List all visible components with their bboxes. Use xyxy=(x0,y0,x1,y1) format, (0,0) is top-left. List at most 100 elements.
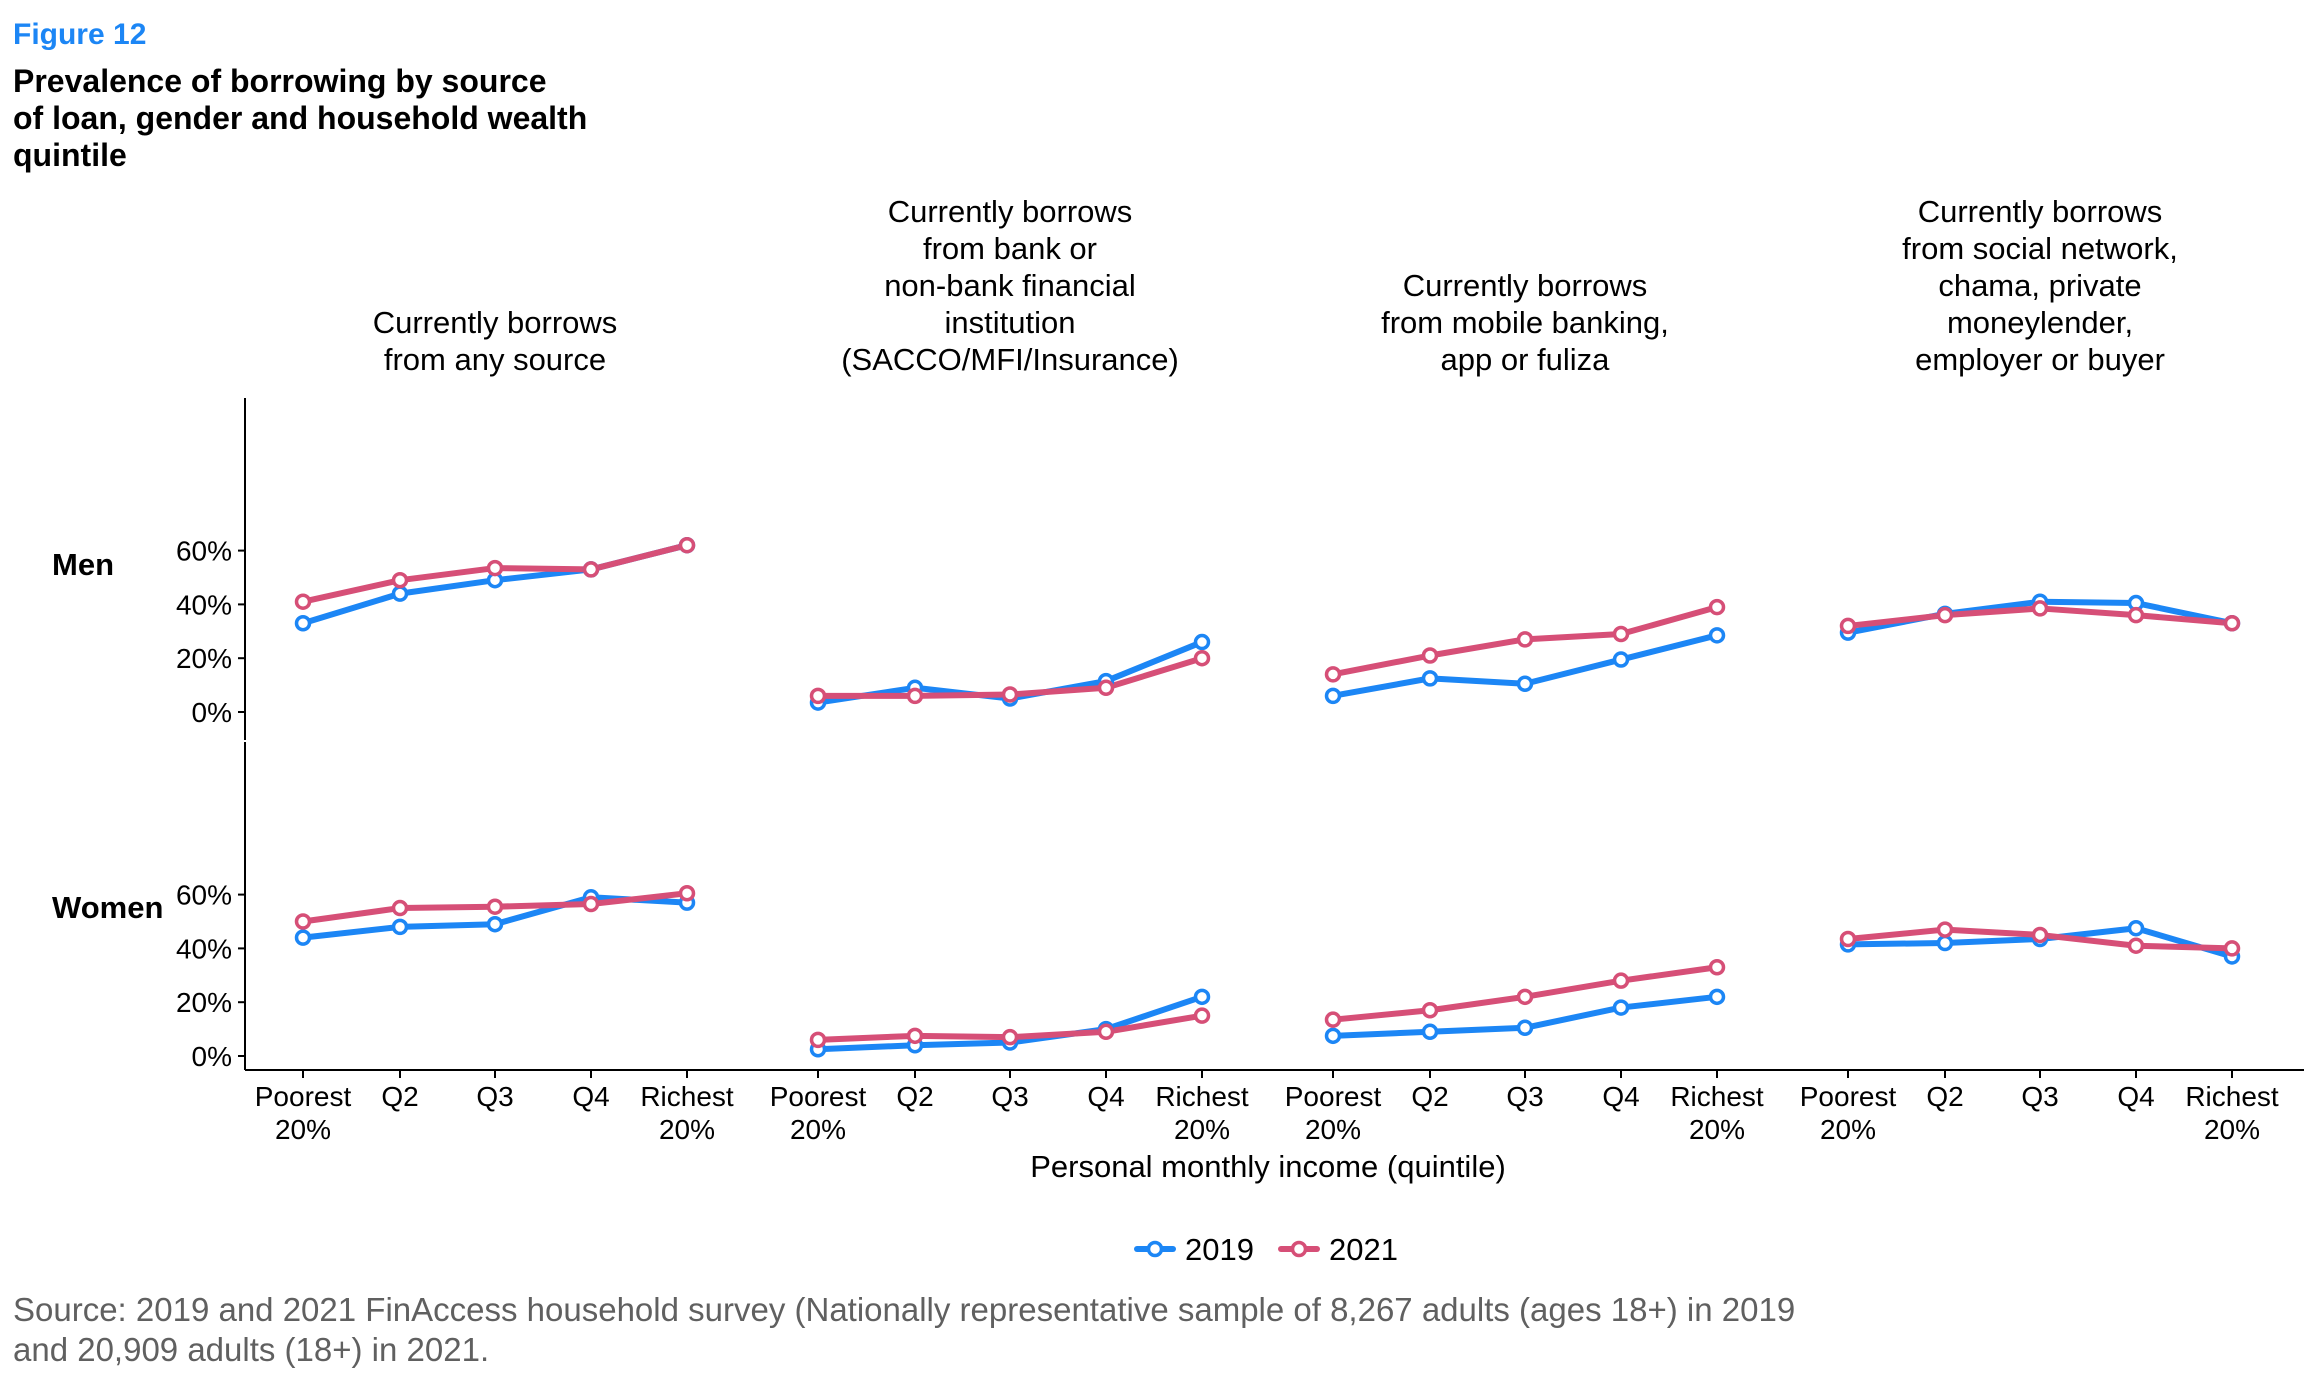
x-tick-label-2-4-1: Q4 xyxy=(1087,1081,1124,1112)
point-2021-women-panel-3-1 xyxy=(1324,1011,1342,1028)
point-2021-women-panel-3-4 xyxy=(1612,972,1630,989)
facet-title-3-line-1: Currently borrows xyxy=(1403,268,1648,303)
point-2021-women-panel-2-1 xyxy=(809,1031,827,1049)
point-2021-men-panel-4-5 xyxy=(2223,614,2241,632)
point-2019-women-panel-3-2 xyxy=(1421,1023,1439,1041)
y-tick-label-women-0: 0% xyxy=(192,1041,232,1072)
x-tick-label-3-4-1: Q4 xyxy=(1602,1081,1639,1112)
facet-title-3-line-3: app or fuliza xyxy=(1441,342,1611,377)
point-2021-men-panel-4-3 xyxy=(2031,600,2049,617)
point-2021-women-panel-4-5 xyxy=(2223,940,2241,957)
point-2021-men-panel-3-2 xyxy=(1421,647,1439,664)
point-2021-women-panel-1-5 xyxy=(678,885,696,902)
x-tick-label-2-1-1: Poorest xyxy=(770,1081,867,1112)
point-2021-men-panel-1-1 xyxy=(294,593,312,610)
point-2021-men-panel-2-3 xyxy=(1001,686,1019,703)
y-tick-label-women-40: 40% xyxy=(176,933,232,964)
facet-title-2-line-5: (SACCO/MFI/Insurance) xyxy=(841,342,1179,377)
x-tick-label-2-2-1: Q2 xyxy=(896,1081,933,1112)
point-2021-women-panel-2-2 xyxy=(906,1027,924,1045)
x-tick-label-4-5-2: 20% xyxy=(2204,1114,2260,1145)
facet-title-4-line-4: moneylender, xyxy=(1947,305,2133,340)
point-2019-men-panel-2-5 xyxy=(1193,633,1211,651)
x-tick-label-1-3-1: Q3 xyxy=(476,1081,513,1112)
x-tick-label-1-5-1: Richest xyxy=(640,1081,734,1112)
x-tick-label-2-5-2: 20% xyxy=(1174,1114,1230,1145)
point-2021-women-panel-2-3 xyxy=(1001,1028,1019,1046)
x-tick-label-4-3-1: Q3 xyxy=(2021,1081,2058,1112)
point-2021-men-panel-3-1 xyxy=(1324,666,1342,683)
point-2021-women-panel-3-3 xyxy=(1516,988,1534,1006)
x-tick-label-3-5-2: 20% xyxy=(1689,1114,1745,1145)
point-2019-women-panel-2-5 xyxy=(1193,988,1211,1006)
point-2019-women-panel-1-3 xyxy=(486,915,504,933)
row-label-men: Men xyxy=(52,547,114,582)
point-2021-women-panel-2-5 xyxy=(1193,1007,1211,1024)
y-tick-label-women-60: 60% xyxy=(176,880,232,911)
facet-title-4-line-5: employer or buyer xyxy=(1915,342,2165,377)
point-2021-women-panel-2-4 xyxy=(1097,1023,1115,1041)
facet-title-4-line-1: Currently borrows xyxy=(1918,194,2163,229)
point-2021-men-panel-4-2 xyxy=(1936,606,1954,624)
x-tick-label-2-3-1: Q3 xyxy=(991,1081,1028,1112)
point-2019-men-panel-1-2 xyxy=(391,585,409,602)
point-2019-women-panel-4-4 xyxy=(2127,919,2145,937)
facet-title-1-line-1: Currently borrows xyxy=(373,305,618,340)
point-2019-men-panel-3-5 xyxy=(1708,627,1726,644)
point-2019-women-panel-3-1 xyxy=(1324,1027,1342,1045)
point-2021-women-panel-1-2 xyxy=(391,899,409,917)
x-tick-label-1-1-2: 20% xyxy=(275,1114,331,1145)
x-tick-label-4-4-1: Q4 xyxy=(2117,1081,2154,1112)
x-tick-label-1-4-1: Q4 xyxy=(572,1081,609,1112)
row-label-women: Women xyxy=(52,890,163,925)
point-2021-men-panel-1-4 xyxy=(582,561,600,578)
y-tick-label-men-40: 40% xyxy=(176,589,232,620)
facet-title-2-line-3: non-bank financial xyxy=(884,268,1136,303)
x-tick-label-3-1-1: Poorest xyxy=(1285,1081,1382,1112)
facet-title-3-line-2: from mobile banking, xyxy=(1381,305,1669,340)
x-tick-label-3-2-1: Q2 xyxy=(1411,1081,1448,1112)
point-2019-men-panel-3-2 xyxy=(1421,670,1439,687)
facet-title-2-line-2: from bank or xyxy=(923,231,1097,266)
y-tick-label-men-60: 60% xyxy=(176,536,232,567)
facet-title-1-line-2: from any source xyxy=(384,342,606,377)
x-axis-title: Personal monthly income (quintile) xyxy=(1030,1149,1506,1184)
point-2021-men-panel-2-5 xyxy=(1193,649,1211,667)
source-note: Source: 2019 and 2021 FinAccess househol… xyxy=(13,1291,1796,1368)
point-2021-women-panel-4-1 xyxy=(1839,930,1857,948)
point-2021-men-panel-1-3 xyxy=(486,559,504,577)
point-2021-men-panel-1-5 xyxy=(678,536,696,554)
x-tick-label-4-1-1: Poorest xyxy=(1800,1081,1897,1112)
point-2021-men-panel-1-2 xyxy=(391,571,409,589)
x-tick-label-3-1-2: 20% xyxy=(1305,1114,1361,1145)
facet-title-2-line-1: Currently borrows xyxy=(888,194,1133,229)
x-tick-label-1-1-1: Poorest xyxy=(255,1081,352,1112)
point-2021-women-panel-4-4 xyxy=(2127,937,2145,954)
point-2021-women-panel-4-2 xyxy=(1936,921,1954,938)
legend-marker-2021 xyxy=(1290,1240,1308,1258)
x-tick-label-2-5-1: Richest xyxy=(1155,1081,1249,1112)
point-2019-women-panel-1-2 xyxy=(391,918,409,936)
x-tick-label-4-2-1: Q2 xyxy=(1926,1081,1963,1112)
point-2019-women-panel-3-4 xyxy=(1612,999,1630,1016)
point-2021-women-panel-1-1 xyxy=(294,913,312,930)
facet-title-2-line-4: institution xyxy=(945,305,1076,340)
point-2021-men-panel-2-4 xyxy=(1097,679,1115,697)
facet-title-4-line-3: chama, private xyxy=(1938,268,2141,303)
point-2019-men-panel-3-1 xyxy=(1324,687,1342,705)
point-2021-women-panel-1-3 xyxy=(486,898,504,915)
facet-title-4-line-2: from social network, xyxy=(1902,231,2178,266)
point-2019-men-panel-3-3 xyxy=(1516,675,1534,693)
point-2021-women-panel-4-3 xyxy=(2031,926,2049,944)
point-2019-men-panel-3-4 xyxy=(1612,651,1630,668)
legend-marker-2019 xyxy=(1146,1240,1164,1258)
x-tick-label-4-5-1: Richest xyxy=(2185,1081,2279,1112)
point-2019-men-panel-1-1 xyxy=(294,614,312,632)
point-2021-men-panel-2-1 xyxy=(809,687,827,705)
point-2021-women-panel-1-4 xyxy=(582,895,600,913)
point-2021-men-panel-4-4 xyxy=(2127,606,2145,624)
legend-label-2021: 2021 xyxy=(1329,1232,1398,1267)
point-2019-women-panel-3-5 xyxy=(1708,988,1726,1006)
figure-label: Figure 12 xyxy=(13,18,147,51)
